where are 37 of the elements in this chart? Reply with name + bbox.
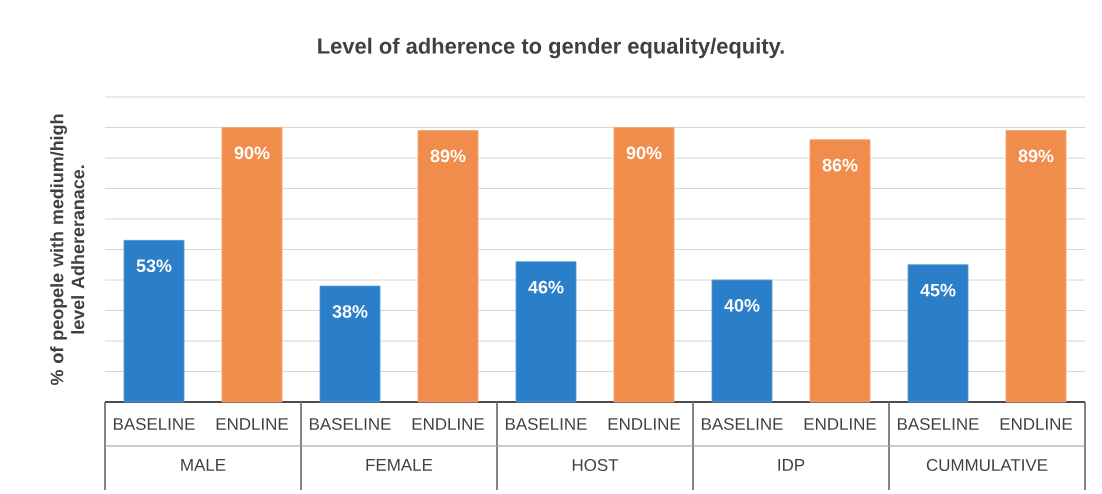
bar xyxy=(809,139,871,403)
bar xyxy=(221,127,283,403)
text: BASELINE xyxy=(309,418,391,430)
bar xyxy=(711,279,773,403)
bar xyxy=(613,127,675,403)
bar xyxy=(417,130,479,403)
bar xyxy=(515,261,577,403)
data-label: 89% xyxy=(1018,149,1054,163)
data-label: 45% xyxy=(920,283,956,297)
text: ENDLINE xyxy=(804,418,876,430)
text: ENDLINE xyxy=(1000,418,1072,430)
data-label: 86% xyxy=(822,158,858,172)
x-tick-label: FEMALE xyxy=(366,459,433,471)
data-label: 89% xyxy=(430,149,466,163)
data-label: 90% xyxy=(626,146,662,160)
text: BASELINE xyxy=(505,418,587,430)
text: ENDLINE xyxy=(216,418,288,430)
x-tick-label: MALE xyxy=(181,459,226,471)
data-label: 40% xyxy=(724,299,760,312)
data-label: 38% xyxy=(332,305,368,318)
data-label: 46% xyxy=(528,280,564,294)
data-label: 53% xyxy=(136,259,172,273)
x-tick-label: IDP xyxy=(778,459,805,471)
series-label: BASELINE xyxy=(897,418,979,430)
bar xyxy=(319,285,381,403)
bar xyxy=(907,264,969,403)
text: BASELINE xyxy=(113,418,195,430)
bar xyxy=(1005,130,1067,403)
text: BASELINE xyxy=(701,418,783,430)
chart-title: Level of adherence to gender equality/equity. xyxy=(318,37,784,59)
data-label: 90% xyxy=(234,146,270,160)
bar xyxy=(123,239,185,403)
x-tick-label: CUMMULATIVE xyxy=(926,459,1048,472)
y-axis-title: % of peopele with medium/high level Adhereranace. xyxy=(50,114,85,386)
text: ENDLINE xyxy=(608,418,680,430)
series-label: ENDLINE xyxy=(412,418,484,430)
x-tick-label: HOST xyxy=(572,459,619,472)
